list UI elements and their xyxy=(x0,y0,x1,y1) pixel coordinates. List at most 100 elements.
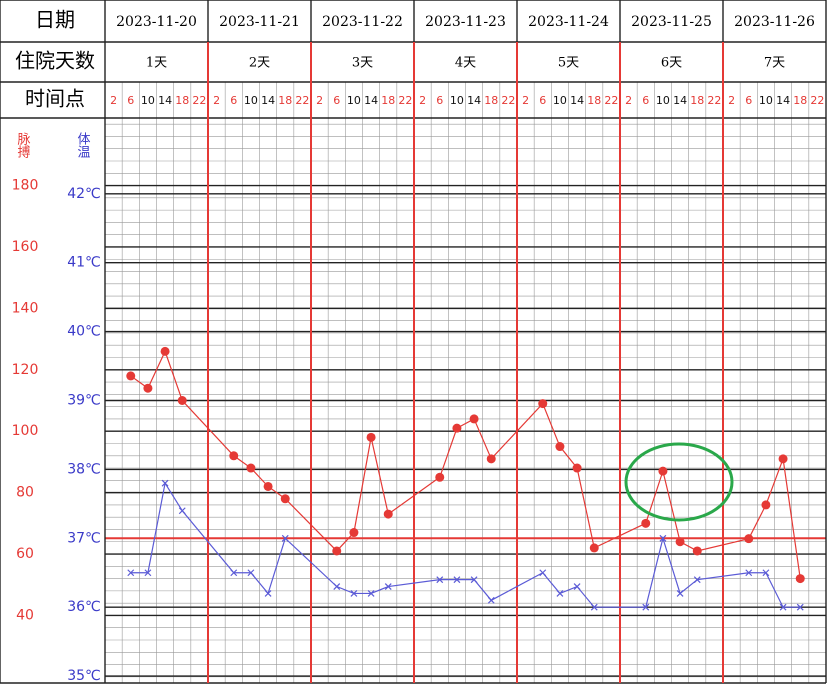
y2-tick-label: 42℃ xyxy=(67,186,101,202)
y-tick-label: 60 xyxy=(16,546,34,562)
time-point: 22 xyxy=(604,94,618,107)
temperature-point xyxy=(779,603,787,611)
time-point: 14 xyxy=(364,94,378,107)
time-point: 2 xyxy=(728,94,735,107)
axis-title: 脉搏 xyxy=(15,132,31,158)
time-point: 14 xyxy=(570,94,584,107)
temperature-point xyxy=(539,569,547,577)
pulse-point xyxy=(692,546,702,556)
temperature-point xyxy=(384,583,392,590)
date: 2023-11-21 xyxy=(219,14,300,30)
time-point: 22 xyxy=(192,94,206,107)
grid xyxy=(104,82,826,683)
temperature-point xyxy=(745,569,753,577)
stay-days-label: 住院天数 xyxy=(15,49,95,73)
pulse-point xyxy=(246,463,256,473)
temperature-point xyxy=(264,590,272,597)
time-point: 18 xyxy=(484,94,498,107)
time-point: 22 xyxy=(707,94,721,107)
time-point: 6 xyxy=(539,94,546,107)
time-point: 10 xyxy=(347,94,361,107)
temperature-point xyxy=(178,507,186,515)
time-point: 2 xyxy=(625,94,632,107)
series-line xyxy=(130,349,801,579)
pulse-point xyxy=(160,346,170,356)
time-point: 10 xyxy=(450,94,464,107)
temperature-point xyxy=(367,590,375,597)
time-point: 18 xyxy=(381,94,395,107)
stay-day: 6天 xyxy=(661,56,682,71)
y2-tick-label: 39℃ xyxy=(67,393,101,409)
date: 2023-11-25 xyxy=(631,14,712,30)
time-point: 18 xyxy=(278,94,292,107)
time-point: 2 xyxy=(110,94,117,107)
temperature-point xyxy=(676,590,684,597)
temperature-point xyxy=(230,569,238,577)
temperature-point xyxy=(590,603,598,611)
pulse-point xyxy=(589,543,599,553)
date: 2023-11-20 xyxy=(116,14,197,30)
date: 2023-11-24 xyxy=(528,14,609,30)
stay-day: 7天 xyxy=(764,56,785,71)
pulse-point xyxy=(435,472,445,482)
time-point: 14 xyxy=(467,94,481,107)
pulse-point xyxy=(143,383,153,393)
temperature-point xyxy=(333,583,341,590)
y2-tick-label: 41℃ xyxy=(67,255,101,271)
date: 2023-11-23 xyxy=(425,14,506,30)
time-point: 2 xyxy=(419,94,426,107)
y2-tick-label: 40℃ xyxy=(67,324,101,340)
series-line xyxy=(130,481,801,608)
time-point: 18 xyxy=(793,94,807,107)
pulse-point xyxy=(383,509,393,519)
time-point: 14 xyxy=(776,94,790,107)
temperature-point xyxy=(762,569,770,577)
pulse-point xyxy=(795,574,805,584)
time-point: 18 xyxy=(175,94,189,107)
y2-tick-label: 36℃ xyxy=(67,599,101,615)
stay-day: 4天 xyxy=(455,56,476,71)
temperature-point xyxy=(453,576,461,584)
time-point: 6 xyxy=(436,94,443,107)
y2-tick-label: 38℃ xyxy=(67,461,101,477)
temperature-point xyxy=(281,534,289,542)
temperature-point xyxy=(659,534,667,542)
pulse-point xyxy=(658,466,668,476)
temperature-point xyxy=(556,590,564,597)
time-point: 10 xyxy=(141,94,155,107)
temperature-point xyxy=(573,583,581,590)
time-point: 10 xyxy=(244,94,258,107)
date: 2023-11-22 xyxy=(322,14,403,30)
time-point: 22 xyxy=(398,94,412,107)
pulse-point xyxy=(572,463,582,473)
pulse-point xyxy=(126,371,136,381)
stay-day: 1天 xyxy=(146,56,167,71)
y2-tick-label: 35℃ xyxy=(67,668,101,684)
time-point: 6 xyxy=(642,94,649,107)
time-point: 6 xyxy=(333,94,340,107)
temperature-point xyxy=(127,569,135,577)
pulse-point xyxy=(778,454,788,464)
time-point: 2 xyxy=(213,94,220,107)
y2-tick-label: 37℃ xyxy=(67,530,101,546)
temperature-point xyxy=(247,569,255,577)
time-point: 6 xyxy=(745,94,752,107)
time-point: 22 xyxy=(501,94,515,107)
pulse-point xyxy=(280,494,290,504)
pulse-point xyxy=(486,454,496,464)
time-point: 22 xyxy=(810,94,824,107)
pulse-point xyxy=(263,481,273,491)
pulse-point xyxy=(744,534,754,544)
pulse-point xyxy=(349,528,359,538)
pulse-point xyxy=(366,432,376,442)
time-point: 10 xyxy=(656,94,670,107)
stay-day: 2天 xyxy=(249,56,270,71)
y-tick-label: 80 xyxy=(16,485,34,501)
pulse-point xyxy=(555,442,565,452)
temperature-point xyxy=(144,569,152,577)
stay-day: 5天 xyxy=(558,56,579,71)
temperature-point xyxy=(436,576,444,584)
y-tick-label: 180 xyxy=(12,178,39,194)
time-point: 2 xyxy=(522,94,529,107)
